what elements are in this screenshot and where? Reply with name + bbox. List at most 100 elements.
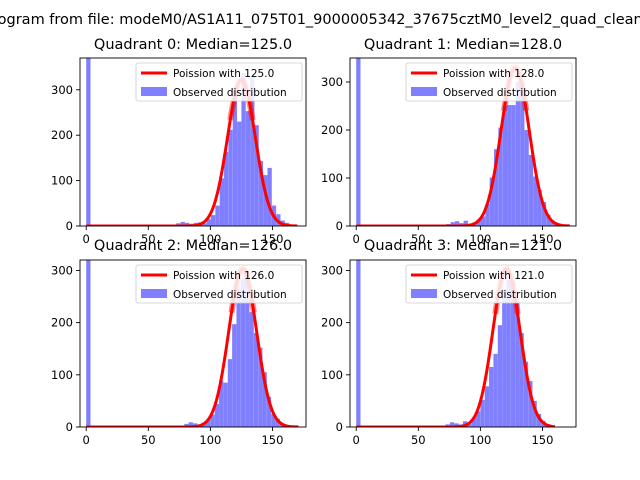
x-tick-label: 50 (141, 232, 156, 246)
x-tick-label: 50 (141, 433, 156, 447)
histogram-bar (533, 176, 538, 226)
histogram-bar (240, 278, 246, 427)
histogram-bar (236, 288, 241, 427)
x-tick-label: 50 (411, 433, 426, 447)
histogram-bar (454, 221, 460, 226)
histogram-bar (532, 400, 537, 427)
x-tick-label: 0 (353, 232, 360, 246)
legend-box (405, 62, 573, 102)
histogram-bar (510, 281, 516, 427)
histogram-bar (219, 380, 224, 427)
histogram-bar (263, 175, 268, 226)
x-tick-label: 50 (411, 232, 426, 246)
histogram-bar (528, 154, 534, 226)
histogram-bar (450, 222, 455, 226)
histogram-bar (502, 106, 508, 226)
x-tick-label: 100 (199, 433, 221, 447)
histogram-bar (266, 396, 272, 427)
x-tick-label: 100 (469, 433, 491, 447)
y-tick-label: 200 (321, 123, 343, 137)
histogram-bar (467, 423, 472, 427)
histogram-bar (258, 347, 263, 427)
histogram-bar (493, 353, 498, 427)
histogram-bar (258, 161, 264, 226)
histogram-bar (224, 151, 229, 226)
histogram-bar (262, 372, 267, 427)
histogram-bar (484, 386, 490, 427)
histogram-bar (219, 178, 224, 226)
x-tick-label: 0 (83, 232, 90, 246)
histogram-bar (471, 417, 476, 427)
legend-bar-swatch (141, 289, 167, 298)
histogram-bar (180, 221, 185, 226)
x-tick-label: 0 (353, 433, 360, 447)
histogram-bar (524, 130, 529, 226)
histogram-bar (215, 205, 220, 226)
x-tick-label: 150 (531, 433, 553, 447)
histogram-bar (356, 58, 361, 226)
y-tick-label: 0 (336, 219, 343, 233)
histogram-bar (250, 76, 255, 226)
histogram-bar (210, 414, 215, 427)
histogram-bar (523, 361, 529, 427)
x-tick-label: 150 (531, 232, 553, 246)
axes-frame (349, 57, 577, 227)
legend-box (135, 264, 303, 304)
histogram-bar (536, 413, 542, 427)
histogram-bar (476, 411, 481, 427)
histogram-bar (232, 87, 238, 226)
y-tick-label: 100 (321, 368, 343, 382)
histogram-bar (485, 203, 490, 226)
y-tick-label: 300 (51, 263, 73, 277)
quadrant-3-panel: 0 50 100 150 0 100 200 300 Poission with 121.0 Ob… (321, 238, 577, 447)
y-tick-label: 300 (321, 263, 343, 277)
histogram-bar (520, 82, 525, 226)
y-tick-label: 0 (336, 420, 343, 434)
axes-frame (79, 57, 307, 227)
histogram-bar (227, 359, 233, 427)
legend: Poission with 125.0 Observed distribution (135, 62, 303, 102)
quadrant-1-title: Quadrant 1: Median=128.0 (364, 37, 562, 53)
histogram-bar (515, 82, 521, 226)
histogram-bar (449, 422, 455, 427)
legend-label-poisson: Poission with 128.0 (443, 68, 544, 80)
figure-suptitle: Histogram from file: modeM0/AS1A11_075T0… (0, 12, 640, 28)
legend-box (405, 264, 573, 304)
histogram-bar (232, 324, 237, 427)
legend: Poission with 128.0 Observed distribution (405, 62, 573, 102)
histogram-bar (86, 260, 91, 427)
legend-label-poisson: Poission with 125.0 (173, 68, 274, 80)
histogram-bar (253, 333, 259, 427)
x-tick-label: 100 (469, 232, 491, 246)
histogram-bar (454, 423, 459, 427)
y-tick-label: 100 (51, 368, 73, 382)
legend-label-observed: Observed distribution (443, 87, 557, 99)
histogram-bar (494, 149, 499, 226)
y-tick-label: 300 (51, 83, 73, 97)
quadrant-0-panel: 0 50 100 150 0 100 200 300 Poission with 125.0 Ob… (51, 37, 307, 246)
quadrant-1-panel: 0 50 100 150 0 100 200 300 Poission with 128.0 Ob… (321, 37, 577, 246)
histogram-bar (497, 325, 503, 427)
histogram-bar (271, 413, 276, 427)
histogram-bar (519, 333, 524, 427)
y-tick-label: 100 (321, 171, 343, 185)
histogram-bar (206, 420, 211, 427)
histogram-bar (202, 223, 207, 226)
histogram-bar (237, 121, 242, 226)
y-tick-label: 200 (51, 316, 73, 330)
histogram-bar (254, 125, 259, 226)
x-tick-label: 0 (83, 433, 90, 447)
histogram-bar (267, 167, 272, 226)
histogram-bar (489, 366, 494, 427)
legend-bar-swatch (141, 87, 167, 96)
y-tick-label: 0 (66, 420, 73, 434)
axes-frame (349, 259, 577, 428)
histogram-bar (480, 399, 485, 427)
histogram-bar (537, 190, 542, 226)
legend-label-poisson: Poission with 126.0 (173, 270, 274, 282)
histogram-bar (275, 418, 280, 427)
histogram-bar (546, 214, 551, 226)
histogram-bar (498, 127, 503, 226)
x-tick-label: 150 (261, 232, 283, 246)
histogram-bar (184, 222, 190, 226)
